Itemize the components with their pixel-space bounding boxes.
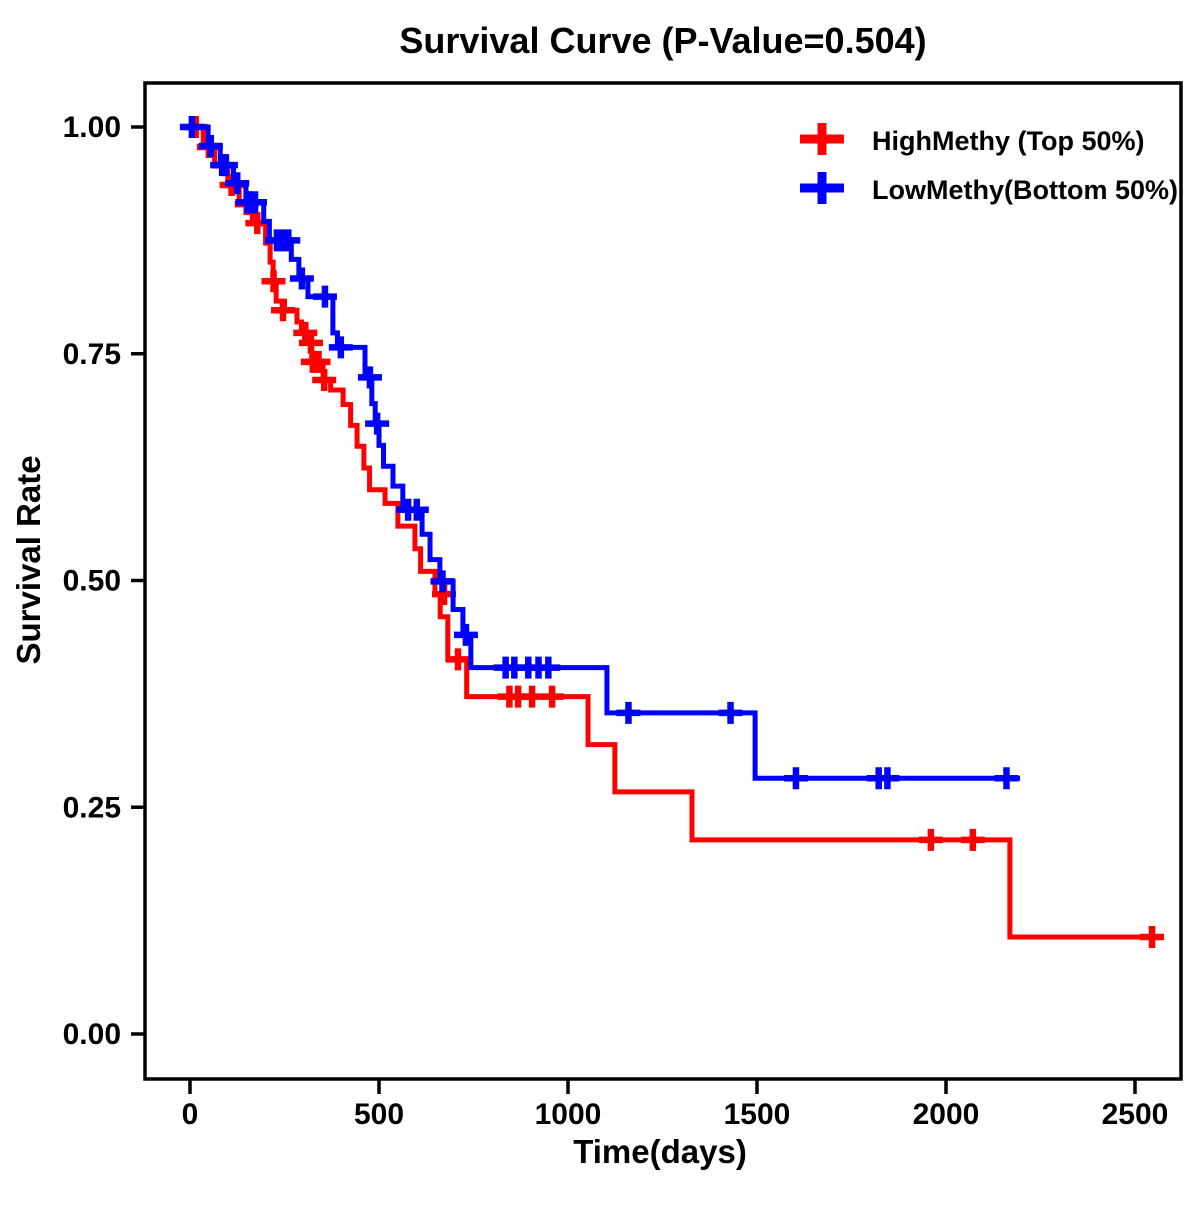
censor-plus-icon bbox=[960, 828, 985, 851]
censor-plus-icon bbox=[198, 135, 223, 158]
censor-plus-icon bbox=[783, 767, 808, 790]
x-tick-label: 2500 bbox=[1102, 1098, 1169, 1131]
censor-plus-icon bbox=[312, 369, 337, 392]
censor-plus-icon bbox=[453, 623, 478, 646]
survival-curves bbox=[179, 116, 1165, 948]
censor-plus-icon bbox=[404, 498, 429, 521]
legend: HighMethy (Top 50%) LowMethy(Bottom 50%) bbox=[800, 123, 1178, 205]
survival-step-curve bbox=[190, 124, 1021, 781]
y-axis: 1.00 0.75 0.50 0.25 0.00 bbox=[63, 111, 145, 1051]
lowmethy-legend-plus-icon bbox=[800, 172, 844, 204]
censor-plus-icon bbox=[298, 331, 323, 354]
x-tick-label: 1500 bbox=[724, 1098, 791, 1131]
censor-plus-icon bbox=[994, 767, 1019, 790]
censor-plus-icon bbox=[306, 350, 331, 373]
censor-plus-icon bbox=[276, 229, 301, 252]
censor-plus-icon bbox=[1140, 925, 1165, 948]
chart-title: Survival Curve (P-Value=0.504) bbox=[399, 20, 926, 61]
censor-plus-icon bbox=[328, 336, 353, 359]
censor-plus-icon bbox=[243, 191, 268, 214]
censor-plus-icon bbox=[225, 172, 250, 195]
censor-plus-icon bbox=[270, 299, 295, 322]
x-axis-label: Time(days) bbox=[573, 1133, 747, 1170]
censor-plus-icon bbox=[918, 828, 943, 851]
censor-plus-icon bbox=[365, 412, 390, 435]
plot-border bbox=[143, 81, 1183, 1081]
x-axis: 0 500 1000 1500 2000 2500 bbox=[182, 1079, 1169, 1131]
censor-plus-icon bbox=[718, 701, 743, 724]
y-tick-label: 0.75 bbox=[63, 338, 121, 371]
survival-step-curve bbox=[190, 124, 1160, 940]
censor-plus-icon bbox=[357, 366, 382, 389]
x-tick-label: 0 bbox=[182, 1098, 199, 1131]
legend-label-highmethy: HighMethy (Top 50%) bbox=[872, 126, 1145, 156]
censor-plus-icon bbox=[430, 570, 455, 593]
x-tick-label: 1000 bbox=[535, 1098, 602, 1131]
legend-label-lowmethy: LowMethy(Bottom 50%) bbox=[872, 175, 1178, 205]
censor-plus-icon bbox=[289, 267, 314, 290]
y-tick-label: 0.00 bbox=[63, 1018, 121, 1051]
y-tick-label: 0.50 bbox=[63, 565, 121, 598]
y-tick-label: 0.25 bbox=[63, 791, 121, 824]
censor-plus-icon bbox=[540, 685, 565, 708]
highmethy-legend-plus-icon bbox=[800, 123, 844, 155]
censor-plus-icon bbox=[520, 685, 545, 708]
y-tick-label: 1.00 bbox=[63, 111, 121, 144]
x-tick-label: 2000 bbox=[913, 1098, 980, 1131]
censor-plus-icon bbox=[536, 656, 561, 679]
censor-plus-icon bbox=[213, 154, 238, 177]
y-axis-label: Survival Rate bbox=[10, 455, 47, 664]
censor-plus-icon bbox=[179, 116, 204, 138]
censor-plus-icon bbox=[446, 648, 471, 671]
censor-plus-icon bbox=[261, 270, 286, 293]
censor-plus-icon bbox=[616, 701, 641, 724]
x-tick-label: 500 bbox=[354, 1098, 404, 1131]
censor-plus-icon bbox=[312, 285, 337, 308]
censor-plus-icon bbox=[875, 767, 900, 790]
